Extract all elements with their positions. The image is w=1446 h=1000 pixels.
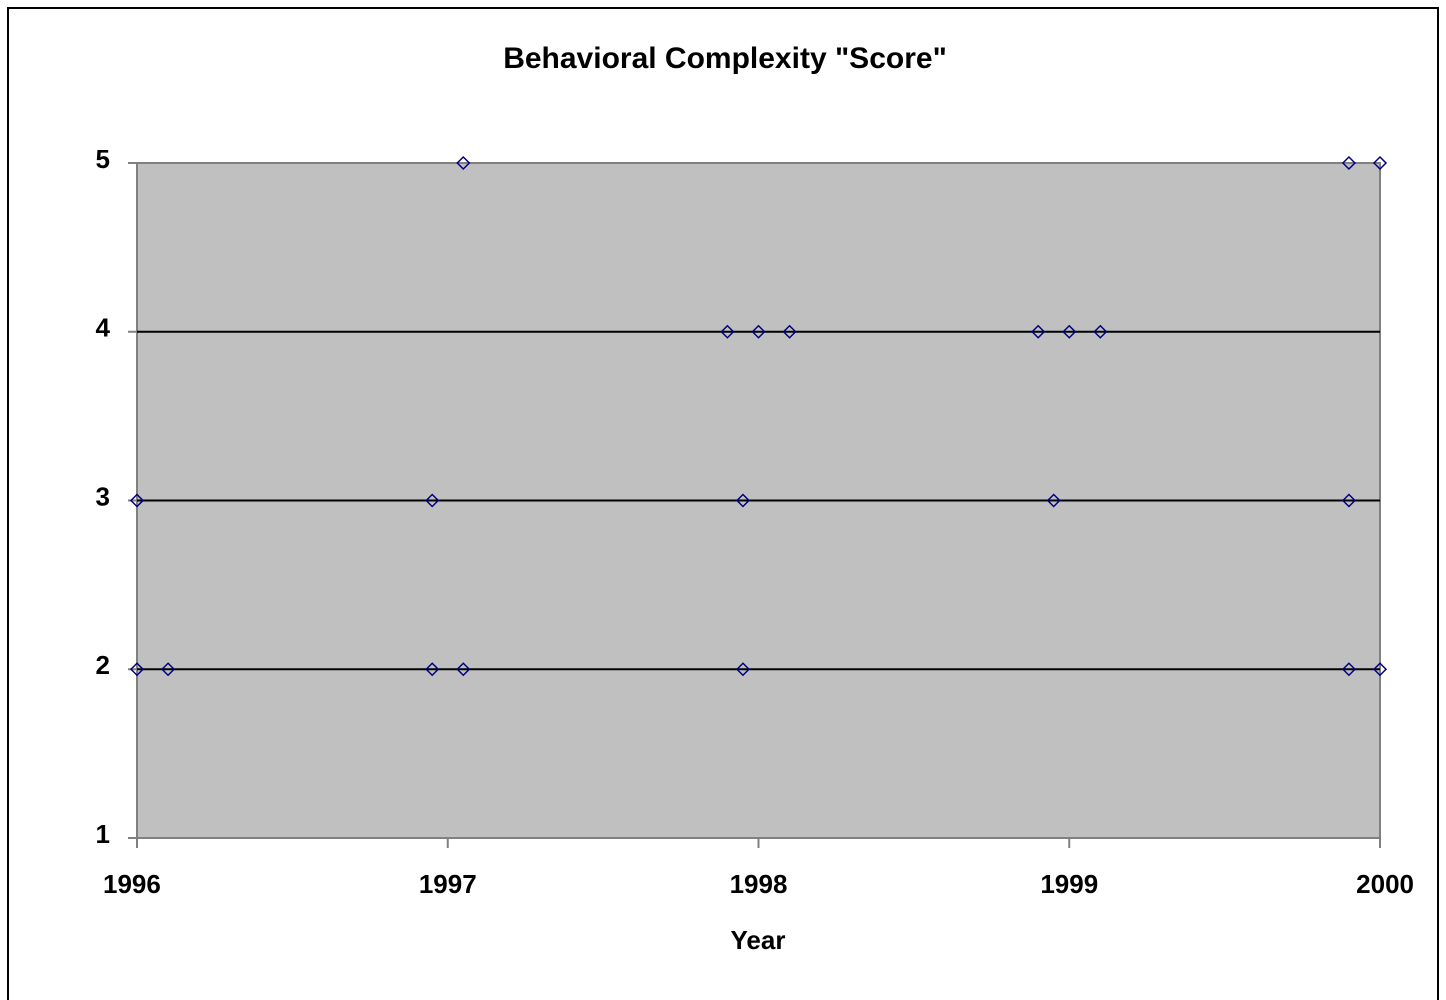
marker bbox=[129, 662, 145, 677]
marker bbox=[1341, 493, 1356, 508]
marker bbox=[456, 155, 471, 171]
marker bbox=[751, 324, 766, 339]
marker bbox=[425, 662, 440, 677]
y-tick-label: 3 bbox=[96, 481, 110, 511]
x-axis-label: Year bbox=[731, 925, 786, 955]
marker bbox=[456, 662, 471, 677]
x-tick-label: 2000 bbox=[1356, 869, 1414, 899]
marker bbox=[782, 324, 797, 339]
marker bbox=[129, 493, 145, 508]
marker bbox=[720, 324, 735, 339]
x-tick-label: 1998 bbox=[730, 869, 788, 899]
x-tick-label: 1997 bbox=[419, 869, 477, 899]
marker bbox=[1372, 155, 1388, 171]
marker bbox=[425, 493, 440, 508]
marker bbox=[1341, 662, 1356, 677]
marker bbox=[1372, 662, 1388, 677]
marker bbox=[735, 662, 751, 677]
marker bbox=[1046, 493, 1061, 508]
marker bbox=[161, 662, 176, 677]
x-tick-label: 1996 bbox=[103, 869, 161, 899]
y-tick-label: 5 bbox=[96, 144, 110, 174]
marker bbox=[1031, 324, 1046, 339]
marker bbox=[1341, 155, 1356, 171]
y-tick-label: 2 bbox=[96, 650, 110, 680]
marker bbox=[1093, 324, 1108, 339]
chart-title: Behavioral Complexity "Score" bbox=[503, 42, 947, 75]
marker bbox=[735, 493, 751, 508]
y-tick-label: 1 bbox=[96, 819, 110, 849]
y-tick-label: 4 bbox=[96, 313, 111, 343]
marker bbox=[1062, 324, 1077, 339]
x-tick-label: 1999 bbox=[1040, 869, 1098, 899]
